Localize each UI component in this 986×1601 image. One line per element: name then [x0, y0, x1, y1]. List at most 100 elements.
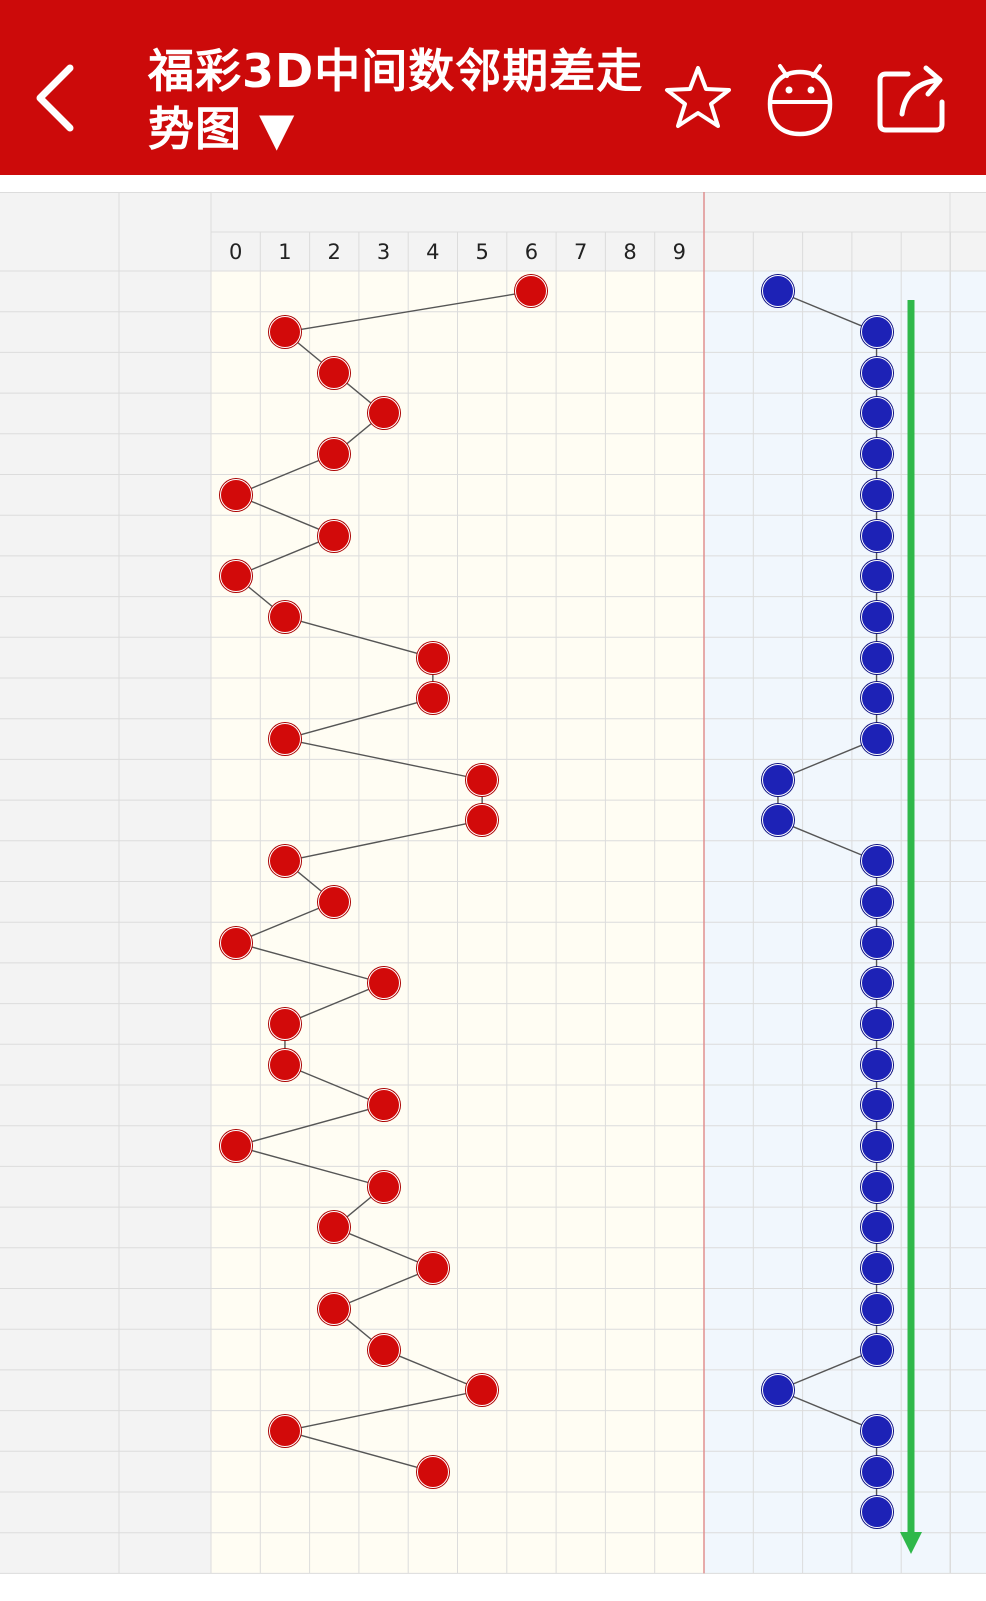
miss-count-cell — [655, 434, 704, 475]
miss-count-cell — [211, 312, 260, 353]
miss-count-cell — [458, 1289, 507, 1330]
miss-count-cell — [605, 922, 654, 963]
miss-count-cell — [359, 1411, 408, 1452]
draw-number-cell — [119, 312, 211, 353]
period-cell — [0, 759, 119, 800]
miss-count-cell — [260, 1329, 309, 1370]
miss-count-cell — [310, 678, 359, 719]
small-ball-blue — [860, 397, 893, 430]
mid-trend-line — [383, 1348, 483, 1391]
miss-count-cell — [556, 515, 605, 556]
period-cell — [0, 1126, 119, 1167]
hit-ball-red — [367, 1089, 400, 1122]
small-ball-blue — [860, 926, 893, 959]
draw-number-cell — [119, 1411, 211, 1452]
miss-count-cell — [507, 678, 556, 719]
big-ball-blue — [761, 1374, 794, 1407]
miss-count-cell — [211, 1370, 260, 1411]
miss-count-cell — [556, 1166, 605, 1207]
small-ball-blue — [860, 641, 893, 674]
miss-count-cell — [408, 1166, 457, 1207]
favorite-button[interactable] — [658, 58, 738, 138]
miss-count-cell — [359, 556, 408, 597]
miss-count-cell — [359, 1207, 408, 1248]
share-button[interactable] — [872, 58, 952, 138]
period-cell — [0, 271, 119, 312]
small-ball-blue — [860, 1007, 893, 1040]
miss-count-cell — [260, 1207, 309, 1248]
miss-count-cell — [359, 515, 408, 556]
miss-count-cell — [408, 1126, 457, 1167]
miss-count-cell — [359, 1289, 408, 1330]
big-miss-cell — [753, 1329, 802, 1370]
small-ball-blue — [860, 600, 893, 633]
miss-count-cell — [458, 1248, 507, 1289]
miss-count-cell — [260, 352, 309, 393]
miss-count-cell — [408, 1329, 457, 1370]
period-cell — [0, 800, 119, 841]
miss-count-cell — [605, 1370, 654, 1411]
predict-label — [0, 1492, 119, 1533]
miss-count-cell — [211, 352, 260, 393]
big-miss-cell — [753, 678, 802, 719]
miss-count-cell — [458, 1451, 507, 1492]
miss-count-cell — [556, 393, 605, 434]
period-cell — [0, 719, 119, 760]
period-cell — [0, 515, 119, 556]
page-title[interactable]: 福彩3D中间数邻期差走势图 ▼ — [148, 44, 644, 156]
miss-count-cell — [310, 1411, 359, 1452]
miss-count-cell — [458, 1166, 507, 1207]
miss-count-cell — [507, 882, 556, 923]
miss-count-cell — [507, 434, 556, 475]
shrink-link[interactable] — [119, 1492, 211, 1533]
digit-header-2: 2 — [327, 239, 341, 264]
miss-count-cell — [605, 1166, 654, 1207]
miss-count-cell — [655, 352, 704, 393]
miss-count-cell — [655, 1248, 704, 1289]
miss-count-cell — [507, 759, 556, 800]
miss-count-cell — [507, 1248, 556, 1289]
miss-count-cell — [605, 393, 654, 434]
robot-button[interactable] — [760, 58, 840, 138]
miss-count-cell — [655, 271, 704, 312]
draw-number-cell — [119, 1289, 211, 1330]
hit-ball-red — [219, 478, 252, 511]
draw-number-cell — [119, 393, 211, 434]
miss-count-cell — [556, 312, 605, 353]
mid-trend-line — [284, 1389, 483, 1432]
miss-count-cell — [605, 1085, 654, 1126]
size-group-header — [704, 192, 950, 232]
small-ball-blue — [860, 1333, 893, 1366]
back-button[interactable] — [28, 58, 88, 138]
miss-count-cell — [556, 1085, 605, 1126]
miss-count-cell — [408, 515, 457, 556]
miss-count-cell — [211, 719, 260, 760]
miss-count-cell — [556, 556, 605, 597]
miss-count-cell — [359, 637, 408, 678]
mid-trend-line — [284, 982, 384, 1025]
miss-count-cell — [359, 800, 408, 841]
digit-header-8: 8 — [623, 239, 637, 264]
miss-count-cell — [556, 882, 605, 923]
miss-count-cell — [556, 434, 605, 475]
miss-count-cell — [655, 922, 704, 963]
big-miss-cell — [753, 637, 802, 678]
draw-number-cell — [119, 1004, 211, 1045]
miss-count-cell — [211, 515, 260, 556]
miss-count-cell — [260, 1370, 309, 1411]
miss-count-cell — [655, 1044, 704, 1085]
miss-count-cell — [310, 1044, 359, 1085]
miss-count-cell — [605, 1207, 654, 1248]
small-ball-blue — [860, 967, 893, 1000]
miss-count-cell — [458, 434, 507, 475]
miss-count-cell — [458, 963, 507, 1004]
draw-number-cell — [119, 556, 211, 597]
big-miss-cell — [753, 475, 802, 516]
miss-count-cell — [359, 1004, 408, 1045]
miss-count-cell — [605, 312, 654, 353]
miss-count-cell — [605, 759, 654, 800]
miss-count-cell — [211, 1044, 260, 1085]
miss-count-cell — [458, 1126, 507, 1167]
miss-count-cell — [556, 1248, 605, 1289]
period-cell — [0, 678, 119, 719]
